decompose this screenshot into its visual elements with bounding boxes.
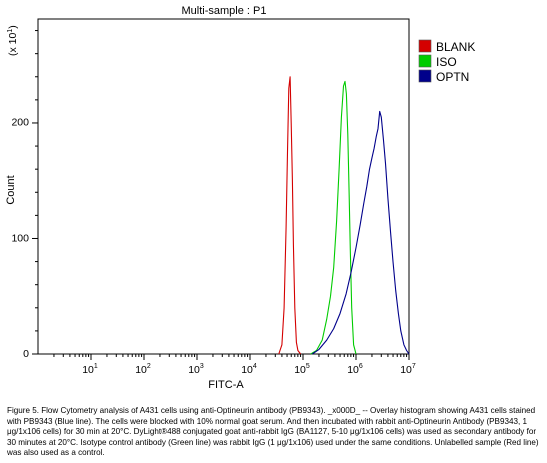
series-line-iso [310, 80, 357, 355]
y-axis-label: Count [5, 175, 17, 204]
x-tick-label: 107 [400, 363, 416, 376]
y-axis-ticks: 0 100 200 [11, 30, 38, 360]
legend-swatch-optn [418, 69, 432, 83]
legend-label-blank: BLANK [436, 40, 475, 54]
x-axis-label: FITC-A [208, 379, 244, 391]
y-tick-label: 100 [11, 232, 29, 244]
x-tick-label: 103 [188, 363, 204, 376]
x-tick-label: 102 [135, 363, 151, 376]
x-tick-label: 105 [294, 363, 310, 376]
x-axis-ticks: 101 102 103 104 105 106 107 [53, 354, 416, 376]
series-line-blank [278, 76, 302, 355]
legend-label-iso: ISO [436, 55, 457, 69]
series-line-optn [311, 110, 410, 355]
legend-swatch-iso [418, 54, 432, 68]
y-tick-label: 0 [23, 348, 29, 360]
x-tick-label: 106 [347, 363, 363, 376]
y-tick-label: 200 [11, 117, 29, 129]
legend-label-optn: OPTN [436, 70, 469, 84]
chart-title: Multi-sample : P1 [182, 5, 267, 17]
svg-text:(x 101): (x 101) [7, 25, 19, 56]
flow-cytometry-histogram: Multi-sample : P1 (x 101) Count FITC-A 0… [5, 5, 475, 391]
legend-swatch-blank [418, 39, 432, 53]
x-tick-label: 101 [82, 363, 98, 376]
y-multiplier-label: (x 101) [7, 25, 19, 56]
figure-caption: Figure 5. Flow Cytometry analysis of A43… [7, 406, 539, 458]
x-tick-label: 104 [241, 363, 257, 376]
plot-frame [37, 18, 410, 355]
histogram-series [278, 76, 410, 355]
